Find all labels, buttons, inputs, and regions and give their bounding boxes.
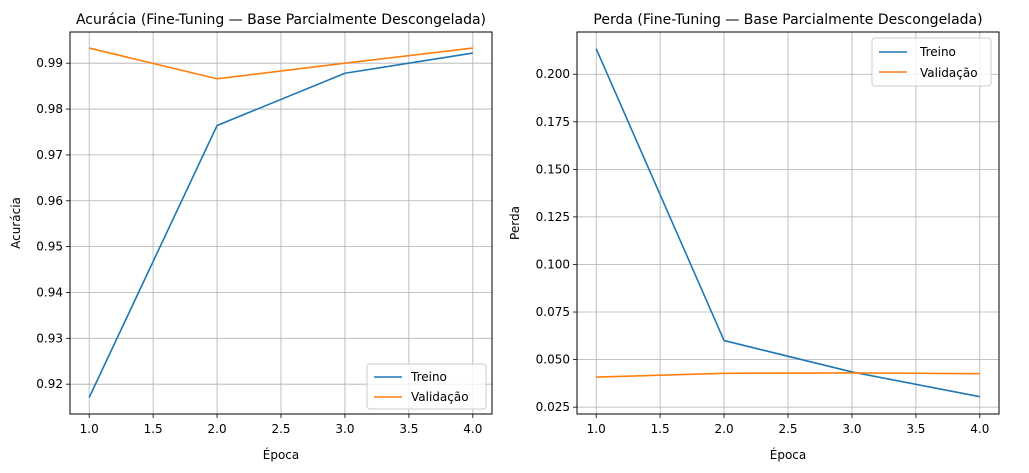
accuracy-x-axis-label: Época (263, 447, 300, 462)
accuracy-validacao-line (88, 47, 473, 80)
accuracy-x-tick-label: 1.0 (80, 422, 99, 436)
loss-y-axis-label: Perda (508, 206, 522, 240)
accuracy-y-tick-label: 0.97 (36, 148, 63, 162)
loss-y-tick-label: 0.075 (536, 305, 570, 319)
loss-y-tick-label: 0.125 (536, 210, 570, 224)
accuracy-x-tick-label: 4.0 (463, 422, 482, 436)
loss-y-tick-label: 0.150 (536, 162, 570, 176)
loss-legend: Treino Validação (871, 37, 992, 87)
accuracy-x-tick-label: 2.0 (208, 422, 227, 436)
accuracy-legend: Treino Validação (366, 363, 487, 410)
accuracy-x-tick-label: 2.5 (271, 422, 290, 436)
loss-x-tick-label: 1.5 (651, 422, 670, 436)
accuracy-x-tick-label: 3.5 (399, 422, 418, 436)
loss-chart: Perda (Fine-Tuning — Base Parcialmente D… (508, 12, 1000, 462)
loss-y-tick-label: 0.200 (536, 67, 570, 81)
accuracy-x-tick-label: 1.5 (144, 422, 163, 436)
loss-chart-title: Perda (Fine-Tuning — Base Parcialmente D… (593, 12, 982, 28)
accuracy-treino-line (88, 52, 473, 398)
loss-x-tick-label: 3.0 (842, 422, 861, 436)
loss-x-axis-label: Época (770, 447, 807, 462)
accuracy-x-ticks: 1.0 1.5 2.0 2.5 3.0 3.5 4.0 (80, 414, 482, 436)
loss-x-tick-label: 2.0 (715, 422, 734, 436)
accuracy-y-tick-label: 0.93 (36, 331, 63, 345)
accuracy-x-tick-label: 3.0 (335, 422, 354, 436)
accuracy-y-tick-label: 0.98 (36, 102, 63, 116)
loss-y-ticks: 0.025 0.050 0.075 0.100 0.125 0.150 0.175 0.200 (536, 67, 577, 414)
accuracy-y-tick-label: 0.96 (36, 194, 63, 208)
loss-y-tick-label: 0.175 (536, 115, 570, 129)
loss-grid (577, 32, 999, 414)
accuracy-y-tick-label: 0.95 (36, 240, 63, 254)
loss-treino-line (595, 48, 980, 398)
accuracy-y-axis-label: Acurácia (9, 197, 23, 249)
loss-series (595, 48, 980, 398)
loss-x-tick-label: 1.0 (587, 422, 606, 436)
accuracy-chart: Acurácia (Fine-Tuning — Base Parcialment… (9, 12, 493, 462)
accuracy-y-tick-label: 0.92 (36, 377, 63, 391)
loss-y-tick-label: 0.100 (536, 257, 570, 271)
loss-x-tick-label: 3.5 (906, 422, 925, 436)
accuracy-legend-treino-label: Treino (410, 370, 447, 384)
accuracy-y-tick-label: 0.99 (36, 56, 63, 70)
loss-legend-treino-label: Treino (919, 45, 956, 59)
loss-x-tick-label: 2.5 (778, 422, 797, 436)
accuracy-legend-validacao-label: Validação (411, 390, 469, 404)
loss-validacao-line (596, 372, 980, 378)
loss-y-tick-label: 0.050 (536, 353, 570, 367)
loss-legend-box (871, 37, 992, 87)
accuracy-y-tick-label: 0.94 (36, 285, 63, 299)
accuracy-grid (70, 32, 492, 414)
loss-x-tick-label: 4.0 (970, 422, 989, 436)
accuracy-y-ticks: 0.92 0.93 0.94 0.95 0.96 0.97 0.98 0.99 (36, 56, 70, 391)
loss-legend-validacao-label: Validação (920, 66, 978, 80)
accuracy-series (88, 47, 473, 398)
accuracy-chart-title: Acurácia (Fine-Tuning — Base Parcialment… (76, 12, 486, 28)
loss-x-ticks: 1.0 1.5 2.0 2.5 3.0 3.5 4.0 (587, 414, 989, 436)
loss-y-tick-label: 0.025 (536, 400, 570, 414)
